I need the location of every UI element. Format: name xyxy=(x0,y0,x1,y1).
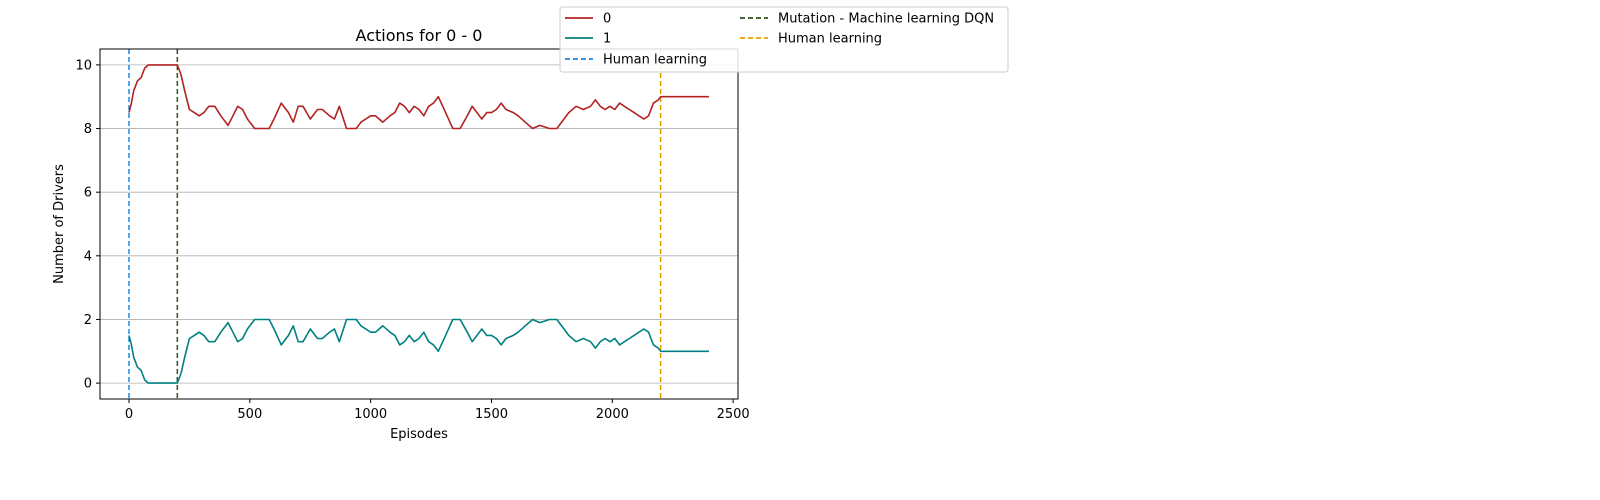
y-axis-ticks: 0 2 4 6 8 10 xyxy=(75,58,100,392)
gridlines xyxy=(100,64,738,384)
series-lines xyxy=(128,64,709,384)
x-tick-label: 500 xyxy=(237,407,262,422)
series-line-1 xyxy=(128,318,709,384)
legend-label: Human learning xyxy=(778,32,882,47)
x-axis-label: Episodes xyxy=(390,427,448,442)
y-tick-label: 8 xyxy=(84,122,92,137)
legend-box xyxy=(559,6,1009,73)
legend-label: 1 xyxy=(603,32,611,47)
series-line-0 xyxy=(128,64,709,130)
y-tick-label: 4 xyxy=(84,249,92,264)
y-tick-label: 2 xyxy=(84,313,92,328)
chart-title: Actions for 0 - 0 xyxy=(356,26,483,45)
x-tick-label: 1000 xyxy=(354,407,387,422)
x-tick-label: 1500 xyxy=(475,407,508,422)
y-axis-label: Number of Drivers xyxy=(52,164,67,284)
legend-label: 0 xyxy=(603,12,611,27)
legend-label: Human learning xyxy=(603,53,707,68)
y-tick-label: 6 xyxy=(84,186,92,201)
legend: 0 1 Human learning Mutation - Machine learn… xyxy=(559,6,1009,73)
y-tick-label: 10 xyxy=(75,58,92,73)
x-tick-label: 2500 xyxy=(717,407,750,422)
x-tick-label: 2000 xyxy=(596,407,629,422)
vertical-marker-lines xyxy=(128,49,662,399)
x-axis-ticks: 0 500 1000 1500 2000 2500 xyxy=(125,399,750,422)
x-tick-label: 0 xyxy=(125,407,133,422)
plot-area-frame xyxy=(99,48,739,400)
y-tick-label: 0 xyxy=(84,377,92,392)
legend-label: Mutation - Machine learning DQN xyxy=(778,12,994,27)
